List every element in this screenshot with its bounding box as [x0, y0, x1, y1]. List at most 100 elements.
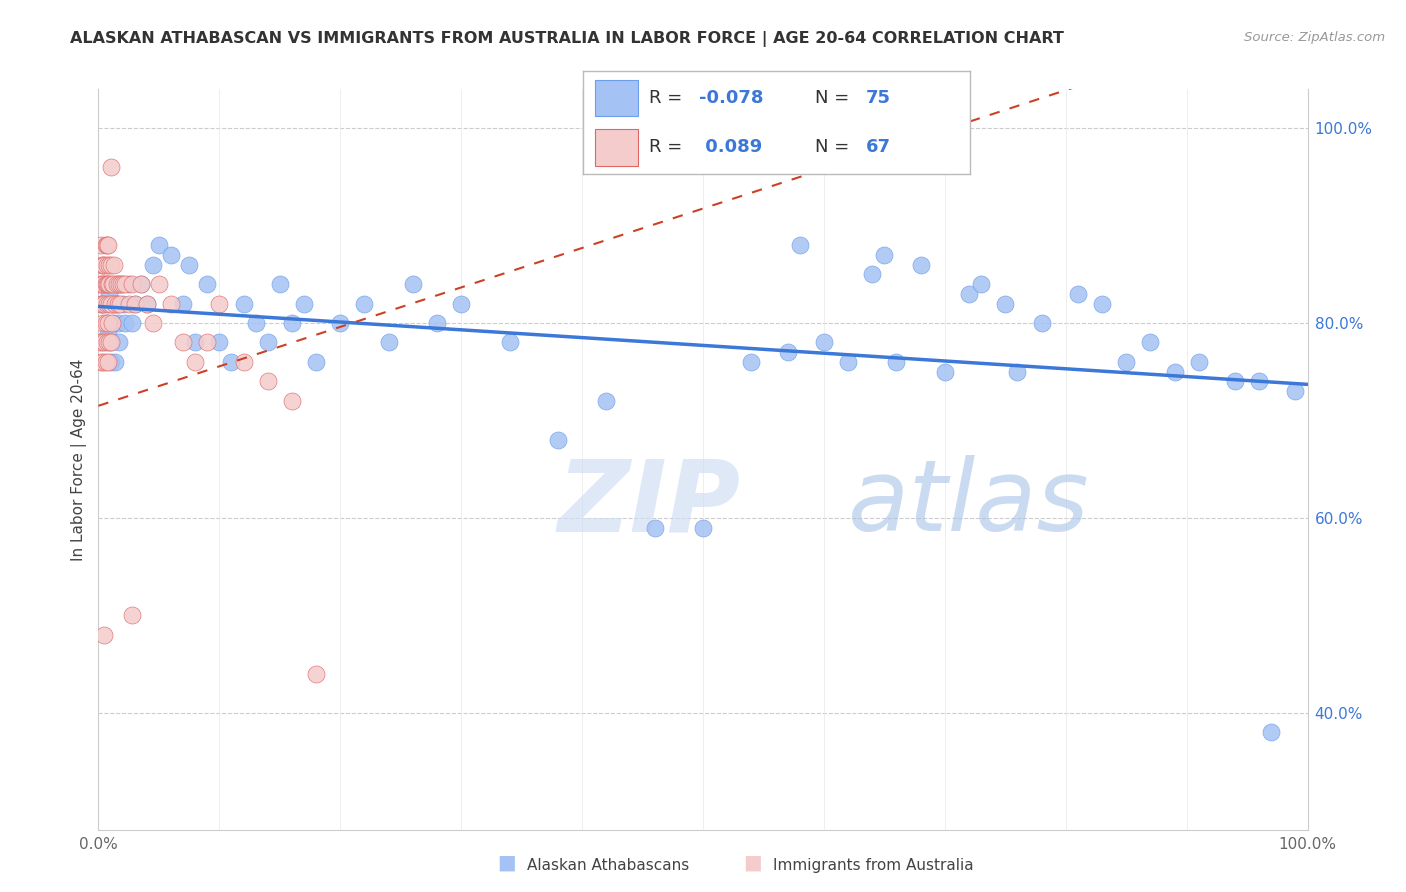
- Point: [91, 316, 114, 330]
- Text: Immigrants from Australia: Immigrants from Australia: [773, 858, 974, 872]
- Point: [91, 277, 114, 291]
- Point: [90, 238, 112, 252]
- Point: [103, 296, 125, 310]
- Point: [860, 268, 883, 282]
- Point: [1284, 384, 1306, 399]
- Point: [93, 277, 115, 291]
- Point: [1031, 316, 1053, 330]
- Point: [245, 316, 267, 330]
- Point: [172, 296, 194, 310]
- Point: [107, 316, 129, 330]
- Point: [101, 316, 124, 330]
- Point: [292, 296, 315, 310]
- FancyBboxPatch shape: [595, 79, 638, 117]
- Point: [195, 277, 218, 291]
- Text: 0.089: 0.089: [699, 138, 762, 156]
- Point: [957, 286, 980, 301]
- Point: [90, 296, 112, 310]
- Point: [934, 365, 956, 379]
- Point: [97, 326, 120, 340]
- Point: [108, 335, 131, 350]
- Point: [692, 520, 714, 534]
- Point: [269, 277, 291, 291]
- Point: [96, 258, 118, 272]
- Point: [96, 238, 118, 252]
- Point: [101, 277, 124, 291]
- Point: [1139, 335, 1161, 350]
- Text: 75: 75: [866, 89, 891, 107]
- Point: [184, 335, 207, 350]
- Point: [160, 248, 183, 262]
- Point: [232, 355, 254, 369]
- Point: [179, 258, 201, 272]
- Text: Source: ZipAtlas.com: Source: ZipAtlas.com: [1244, 31, 1385, 45]
- Point: [100, 277, 122, 291]
- Text: R =: R =: [650, 89, 688, 107]
- Point: [100, 160, 122, 174]
- Point: [124, 296, 146, 310]
- Point: [221, 355, 243, 369]
- Point: [910, 258, 932, 272]
- Point: [160, 296, 183, 310]
- Point: [135, 296, 157, 310]
- Point: [256, 375, 278, 389]
- Text: ▪: ▪: [742, 848, 762, 877]
- Point: [96, 316, 118, 330]
- Point: [1223, 375, 1246, 389]
- Point: [377, 335, 399, 350]
- Point: [305, 355, 328, 369]
- Point: [89, 277, 111, 291]
- Point: [91, 258, 114, 272]
- Point: [100, 296, 122, 310]
- Point: [789, 238, 811, 252]
- Point: [1260, 725, 1282, 739]
- Point: [547, 433, 569, 447]
- Text: -0.078: -0.078: [699, 89, 763, 107]
- Point: [873, 248, 896, 262]
- Point: [89, 335, 111, 350]
- Point: [118, 277, 141, 291]
- Point: [100, 355, 122, 369]
- Point: [107, 296, 129, 310]
- Point: [103, 258, 125, 272]
- Point: [105, 277, 128, 291]
- Point: [105, 277, 128, 291]
- Text: ZIP: ZIP: [558, 455, 741, 552]
- Point: [91, 296, 114, 310]
- Text: N =: N =: [815, 89, 855, 107]
- Point: [813, 335, 835, 350]
- Point: [98, 286, 121, 301]
- Point: [104, 296, 127, 310]
- Point: [1188, 355, 1211, 369]
- Point: [135, 296, 157, 310]
- Point: [97, 238, 120, 252]
- Point: [114, 277, 136, 291]
- Point: [121, 277, 143, 291]
- Point: [129, 277, 152, 291]
- Point: [93, 335, 115, 350]
- Point: [208, 296, 231, 310]
- Point: [305, 666, 328, 681]
- Point: [98, 258, 121, 272]
- Point: [498, 335, 520, 350]
- Point: [91, 355, 114, 369]
- Point: [105, 296, 128, 310]
- Point: [93, 628, 115, 642]
- Point: [94, 238, 117, 252]
- Point: [1249, 375, 1271, 389]
- Text: 67: 67: [866, 138, 891, 156]
- Point: [426, 316, 449, 330]
- Point: [172, 335, 194, 350]
- Point: [91, 335, 114, 350]
- Point: [96, 335, 118, 350]
- Point: [740, 355, 762, 369]
- Point: [98, 277, 121, 291]
- Point: [114, 316, 136, 330]
- Text: Alaskan Athabascans: Alaskan Athabascans: [527, 858, 689, 872]
- Point: [256, 335, 278, 350]
- Point: [595, 393, 617, 408]
- Point: [104, 355, 127, 369]
- Point: [93, 258, 115, 272]
- Point: [1067, 286, 1090, 301]
- Point: [100, 296, 122, 310]
